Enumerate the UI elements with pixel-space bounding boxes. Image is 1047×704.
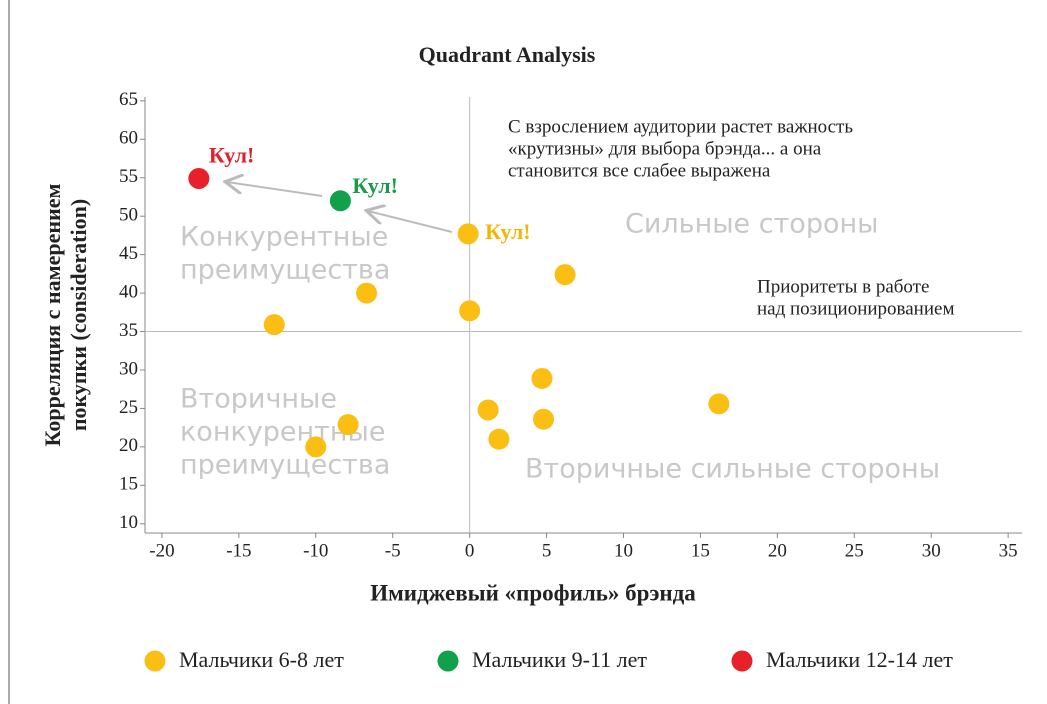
point xyxy=(263,314,285,336)
annotation: Кул! xyxy=(352,173,398,198)
point xyxy=(337,414,359,436)
y-tick-label: 40 xyxy=(119,281,138,302)
y-axis-label: Корреляция с намерением покупки (conside… xyxy=(40,184,91,447)
arrow xyxy=(368,211,453,233)
x-tick-label: 5 xyxy=(542,540,552,561)
point xyxy=(531,367,553,389)
x-tick-label: 15 xyxy=(691,540,710,561)
quadrant-label: Сильные стороны xyxy=(625,209,878,240)
x-tick-label: 30 xyxy=(922,540,941,561)
y-tick-label: 35 xyxy=(119,320,138,341)
y-tick-label: 45 xyxy=(119,243,138,264)
point xyxy=(459,300,481,322)
quadrant-label: Конкурентные xyxy=(180,222,388,253)
x-tick-label: -15 xyxy=(226,540,251,561)
x-tick-label: 35 xyxy=(999,540,1018,561)
point xyxy=(477,399,499,421)
x-tick-label: -5 xyxy=(385,540,401,561)
legend-swatch xyxy=(437,650,459,672)
quadrant-label: Вторичные сильные стороны xyxy=(525,454,940,485)
legend-label: Мальчики 6-8 лет xyxy=(179,647,344,672)
legend-swatch xyxy=(731,650,753,672)
y-tick-label: 15 xyxy=(119,474,138,495)
y-axis-label-line: Корреляция с намерением xyxy=(40,184,65,447)
x-tick-label: 0 xyxy=(465,540,475,561)
annotation: Кул! xyxy=(485,219,531,244)
x-axis-label: Имиджевый «профиль» брэнда xyxy=(370,580,696,605)
x-tick-label: 20 xyxy=(768,540,787,561)
note: С взрослением аудитории растет важность xyxy=(508,116,853,137)
arrow xyxy=(227,182,323,197)
point xyxy=(554,264,576,286)
point xyxy=(188,168,210,190)
point xyxy=(488,428,510,450)
legend-label: Мальчики 9-11 лет xyxy=(472,647,647,672)
note: Приоритеты в работе xyxy=(757,276,929,297)
y-axis-label-line: покупки (consideration) xyxy=(66,199,91,431)
note: «крутизны» для выбора брэнда... а она xyxy=(508,138,822,159)
legend-label: Мальчики 12-14 лет xyxy=(766,647,953,672)
y-tick-label: 55 xyxy=(119,166,138,187)
chart-title: Quadrant Analysis xyxy=(419,42,596,67)
point xyxy=(457,223,479,245)
annotation: Кул! xyxy=(209,143,255,168)
y-tick-label: 65 xyxy=(119,89,138,110)
x-tick-label: -20 xyxy=(149,540,174,561)
point xyxy=(329,190,351,212)
frame xyxy=(8,0,10,704)
y-tick-label: 30 xyxy=(119,358,138,379)
note: над позиционированием xyxy=(757,298,954,319)
quadrant-label: преимущества xyxy=(180,255,390,286)
y-tick-label: 50 xyxy=(119,205,138,226)
quadrant-label: преимущества xyxy=(180,450,390,481)
point xyxy=(532,408,554,430)
legend-swatch xyxy=(144,650,166,672)
y-tick-label: 25 xyxy=(119,397,138,418)
y-tick-label: 10 xyxy=(119,512,138,533)
y-tick-label: 60 xyxy=(119,128,138,149)
point xyxy=(356,282,378,304)
x-tick-label: 25 xyxy=(845,540,864,561)
quadrant-label: Вторичные xyxy=(180,384,337,415)
point xyxy=(708,393,730,415)
point xyxy=(305,436,327,458)
x-tick-label: -10 xyxy=(303,540,328,561)
x-tick-label: 10 xyxy=(614,540,633,561)
y-tick-label: 20 xyxy=(119,435,138,456)
note: становится все слабее выражена xyxy=(508,160,771,181)
